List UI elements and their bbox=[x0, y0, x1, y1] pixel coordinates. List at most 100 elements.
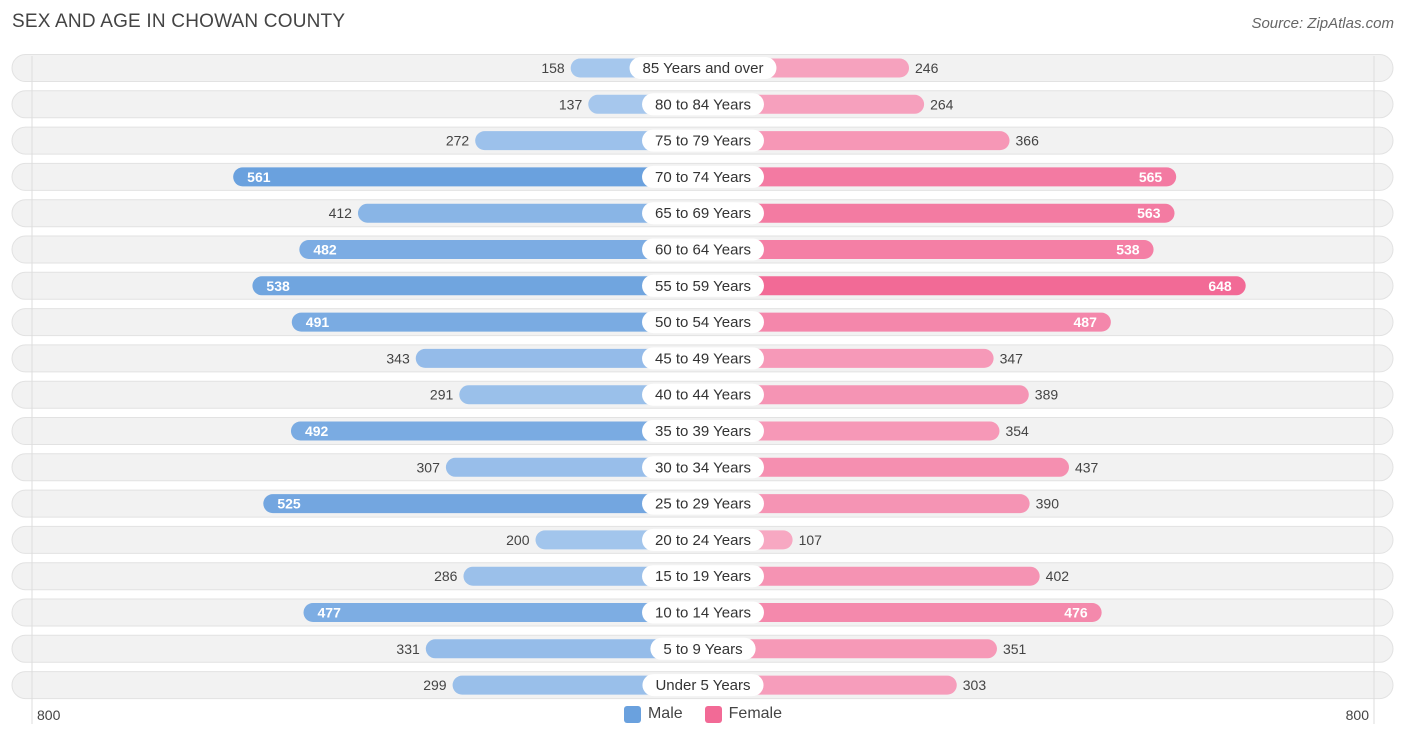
female-bar[interactable] bbox=[693, 639, 997, 659]
legend-swatch-male bbox=[623, 705, 641, 723]
male-bar[interactable] bbox=[299, 240, 713, 259]
female-bar[interactable] bbox=[693, 240, 1154, 259]
row-8: 343 347 45 to 49 Years bbox=[11, 344, 1394, 373]
category-label: 40 to 44 Years bbox=[655, 387, 751, 404]
category-pill bbox=[642, 93, 764, 116]
chart-title: SEX AND AGE IN CHOWAN COUNTY bbox=[12, 11, 346, 32]
female-value-label: 347 bbox=[1000, 350, 1024, 366]
category-label: 30 to 34 Years bbox=[655, 459, 751, 476]
female-value-label: 402 bbox=[1046, 568, 1070, 584]
female-bar[interactable] bbox=[693, 203, 1175, 223]
female-bar[interactable] bbox=[693, 385, 1029, 405]
legend: Male Female bbox=[0, 705, 1406, 723]
category-pill bbox=[642, 456, 764, 479]
category-label: 75 to 79 Years bbox=[655, 133, 751, 150]
category-pill bbox=[642, 528, 764, 551]
category-pill bbox=[629, 57, 777, 79]
female-bar[interactable] bbox=[693, 167, 1177, 187]
female-bar[interactable] bbox=[693, 603, 1102, 622]
row-12: 525 390 25 to 29 Years bbox=[11, 489, 1394, 518]
female-bar[interactable] bbox=[693, 131, 1010, 151]
male-bar[interactable] bbox=[357, 203, 713, 223]
female-bar[interactable] bbox=[693, 457, 1069, 477]
legend-label-female: Female bbox=[728, 705, 783, 722]
legend-item-male[interactable]: Male bbox=[623, 705, 683, 723]
male-bar[interactable] bbox=[252, 276, 713, 296]
row-14: 286 402 15 to 19 Years bbox=[11, 562, 1394, 591]
male-value-label: 492 bbox=[305, 423, 329, 439]
row-9: 291 389 40 to 44 Years bbox=[11, 380, 1394, 409]
legend-item-female[interactable]: Female bbox=[704, 705, 783, 723]
category-label: 55 to 59 Years bbox=[655, 278, 751, 295]
row-5: 482 538 60 to 64 Years bbox=[11, 235, 1394, 264]
row-13: 200 107 20 to 24 Years bbox=[11, 525, 1394, 554]
female-bar[interactable] bbox=[693, 566, 1040, 586]
male-bar[interactable] bbox=[263, 494, 713, 514]
male-bar[interactable] bbox=[291, 312, 713, 332]
category-pill bbox=[642, 238, 764, 261]
axis-right-label: 800 bbox=[1345, 707, 1369, 723]
category-label: 50 to 54 Years bbox=[655, 314, 751, 331]
axis-left-label: 800 bbox=[37, 707, 61, 723]
female-value-label: 246 bbox=[915, 60, 939, 76]
male-value-label: 538 bbox=[266, 278, 290, 294]
row-16: 331 351 5 to 9 Years bbox=[11, 634, 1394, 663]
male-bar[interactable] bbox=[415, 348, 713, 368]
row-15: 477 476 10 to 14 Years bbox=[11, 598, 1394, 627]
male-value-label: 412 bbox=[329, 205, 353, 221]
female-value-label: 538 bbox=[1116, 242, 1140, 258]
male-value-label: 343 bbox=[386, 350, 410, 366]
female-value-label: 354 bbox=[1005, 423, 1029, 439]
male-bar[interactable] bbox=[303, 603, 713, 622]
male-value-label: 137 bbox=[559, 96, 583, 112]
male-bar[interactable] bbox=[290, 421, 713, 441]
category-label: 35 to 39 Years bbox=[655, 423, 751, 440]
category-pill bbox=[642, 420, 764, 442]
female-bar[interactable] bbox=[693, 276, 1246, 296]
category-pill bbox=[642, 674, 764, 697]
category-label: 60 to 64 Years bbox=[655, 242, 751, 259]
category-label: 10 to 14 Years bbox=[655, 605, 751, 622]
male-value-label: 158 bbox=[541, 60, 565, 76]
category-pill bbox=[650, 637, 756, 660]
category-label: 45 to 49 Years bbox=[655, 350, 751, 367]
row-4: 412 563 65 to 69 Years bbox=[11, 199, 1394, 228]
row-0: 158 246 85 Years and over bbox=[11, 54, 1394, 82]
category-pill bbox=[642, 165, 764, 188]
category-pill bbox=[642, 565, 764, 588]
row-7: 491 487 50 to 54 Years bbox=[11, 308, 1394, 337]
female-value-label: 351 bbox=[1003, 641, 1027, 657]
row-2: 272 366 75 to 79 Years bbox=[11, 126, 1394, 155]
male-value-label: 299 bbox=[423, 677, 447, 693]
female-bar[interactable] bbox=[693, 494, 1030, 514]
category-pill bbox=[642, 347, 764, 370]
row-17: 299 303 Under 5 Years bbox=[11, 671, 1394, 700]
female-value-label: 487 bbox=[1074, 314, 1098, 330]
male-bar[interactable] bbox=[233, 167, 713, 187]
row-10: 492 354 35 to 39 Years bbox=[11, 417, 1394, 445]
female-value-label: 563 bbox=[1137, 205, 1161, 221]
female-bar[interactable] bbox=[693, 421, 1000, 441]
male-value-label: 491 bbox=[306, 314, 330, 330]
male-value-label: 291 bbox=[430, 387, 454, 403]
female-value-label: 303 bbox=[963, 677, 987, 693]
category-pill bbox=[642, 492, 764, 515]
category-label: 85 Years and over bbox=[643, 60, 764, 77]
row-6: 538 648 55 to 59 Years bbox=[11, 271, 1394, 300]
male-value-label: 525 bbox=[277, 496, 301, 512]
female-value-label: 264 bbox=[930, 96, 954, 112]
source-note: Source: ZipAtlas.com bbox=[1251, 15, 1394, 32]
female-bar[interactable] bbox=[693, 348, 994, 368]
female-value-label: 107 bbox=[799, 532, 823, 548]
male-bar[interactable] bbox=[425, 639, 713, 659]
male-value-label: 307 bbox=[417, 459, 441, 475]
female-bar[interactable] bbox=[693, 312, 1111, 332]
category-label: 65 to 69 Years bbox=[655, 205, 751, 222]
category-label: 20 to 24 Years bbox=[655, 532, 751, 549]
male-value-label: 482 bbox=[313, 242, 337, 258]
category-pill bbox=[642, 311, 764, 334]
female-value-label: 648 bbox=[1208, 278, 1232, 294]
category-pill bbox=[642, 202, 764, 225]
category-label: 70 to 74 Years bbox=[655, 169, 751, 186]
